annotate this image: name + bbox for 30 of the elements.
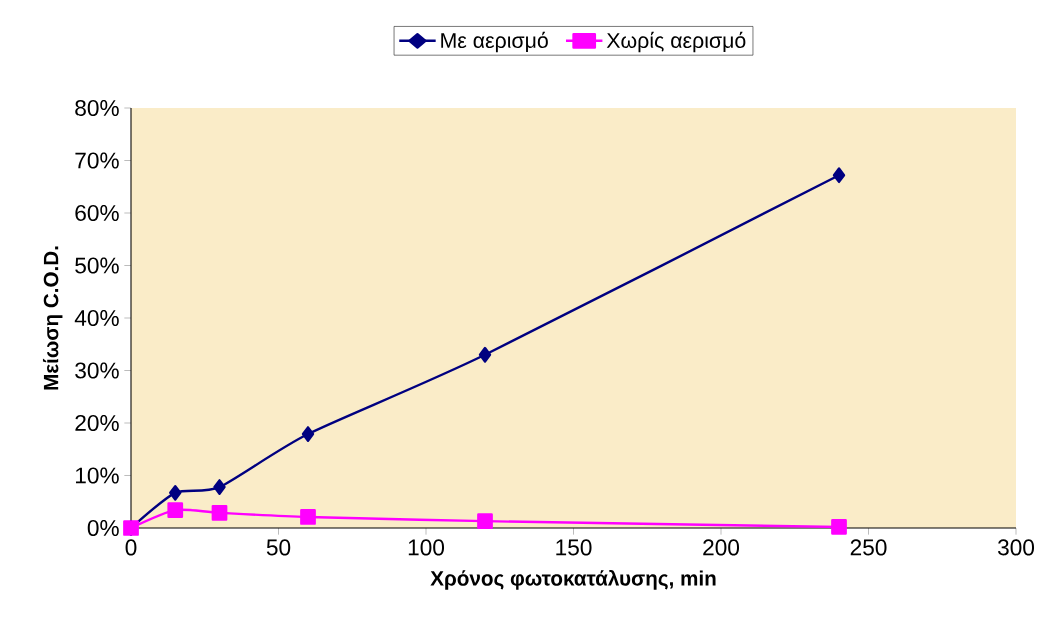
legend-label: Χωρίς αερισμό [606,31,746,53]
y-tick-label: 50% [75,257,119,274]
point [832,167,846,184]
point [478,346,492,363]
x-tick-label: 150 [556,539,592,556]
point [831,519,847,535]
point [169,484,182,501]
y-tick-label: 80% [75,99,119,117]
y-tick-label: 60% [75,204,119,222]
point [477,513,493,530]
x-tick-label: 300 [997,539,1035,556]
x-tick-label: 100 [408,539,445,556]
x-tick-label: 50 [266,539,291,556]
y-tick-label: 0% [87,519,119,537]
y-axis-title: Μείωση C.O.D. [42,246,63,390]
y-tick-label: 70% [75,152,119,169]
x-tick-label: 250 [850,539,887,556]
point [213,479,226,495]
point [301,426,315,442]
point [211,504,228,521]
point [167,502,184,519]
x-tick-label: 200 [703,539,740,556]
x-tick-label: 0 [125,539,137,556]
y-tick-label: 10% [75,467,119,484]
y-tick-label: 40% [74,309,119,327]
y-tick-label: 20% [75,414,119,432]
x-axis-title: Χρόνος φωτοκατάλυσης, min [430,569,716,590]
legend-label: Με αερισμό [441,31,548,53]
point [300,509,316,525]
y-tick-label: 30% [75,362,119,379]
